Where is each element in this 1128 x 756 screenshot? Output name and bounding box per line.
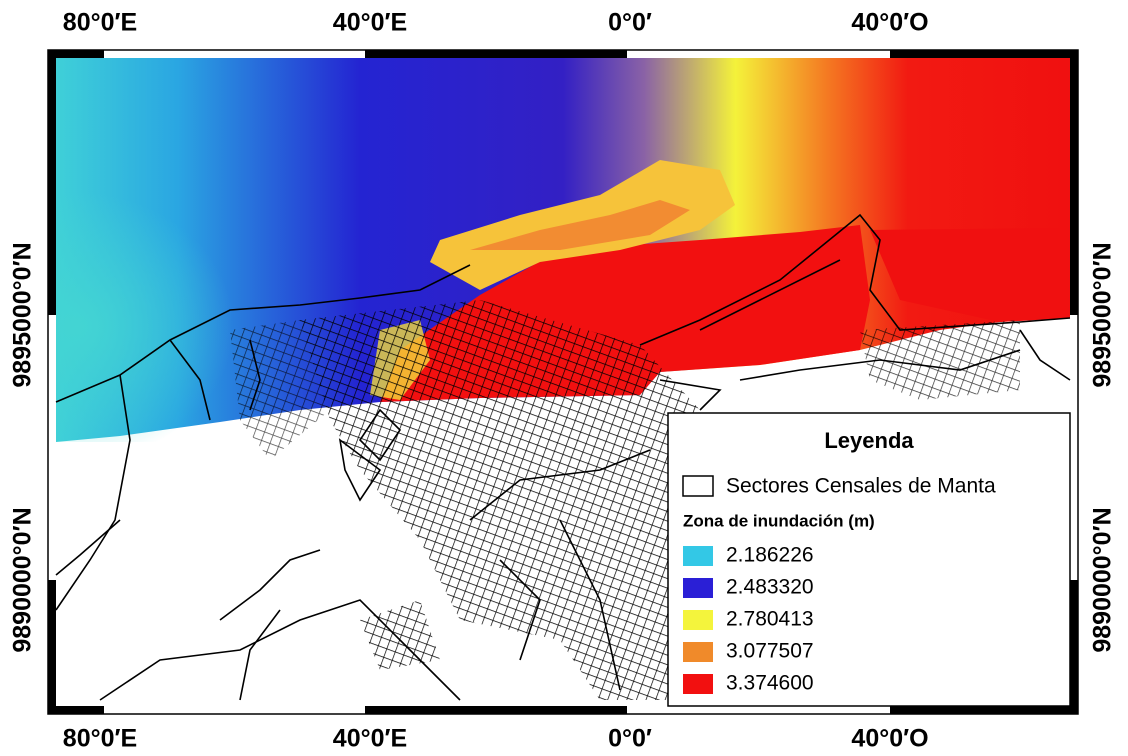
coord-label: 40°0′O (851, 725, 928, 753)
legend-label: Sectores Censales de Manta (726, 475, 996, 498)
coord-label: 9890000°0′N (9, 507, 37, 652)
coord-label: 0°0′ (608, 9, 652, 37)
legend: Leyenda Sectores Censales de Manta Zona … (668, 413, 1070, 706)
legend-label: 2.780413 (726, 608, 814, 631)
legend-swatch (683, 610, 713, 630)
coord-label: 40°0′E (333, 9, 407, 37)
left-labels: 9895000°0′N 9890000°0′N (9, 242, 37, 652)
legend-swatch (683, 674, 713, 694)
legend-swatch (683, 546, 713, 566)
coord-label: 9895000°0′N (1089, 242, 1117, 387)
map-figure: 80°0′E 40°0′E 0°0′ 40°0′O 80°0′E 40°0′E 0°0′ 4… (0, 0, 1128, 756)
right-labels: 9895000°0′N 9890000°0′N (1089, 242, 1117, 652)
legend-swatch (683, 476, 713, 496)
bottom-labels: 80°0′E 40°0′E 0°0′ 40°0′O (63, 725, 929, 753)
legend-label: 2.483320 (726, 576, 814, 599)
legend-title: Leyenda (824, 428, 914, 453)
legend-label: 2.186226 (726, 544, 814, 567)
legend-swatch (683, 642, 713, 662)
legend-swatch (683, 578, 713, 598)
coord-label: 0°0′ (608, 725, 652, 753)
legend-label: 3.374600 (726, 672, 814, 695)
legend-label: 3.077507 (726, 640, 814, 663)
top-labels: 80°0′E 40°0′E 0°0′ 40°0′O (63, 9, 929, 37)
coord-label: 40°0′E (333, 725, 407, 753)
coord-label: 80°0′E (63, 725, 137, 753)
coord-label: 9890000°0′N (1089, 507, 1117, 652)
coord-label: 80°0′E (63, 9, 137, 37)
coord-label: 40°0′O (851, 9, 928, 37)
legend-subtitle: Zona de inundación (m) (683, 511, 875, 530)
coord-label: 9895000°0′N (9, 242, 37, 387)
